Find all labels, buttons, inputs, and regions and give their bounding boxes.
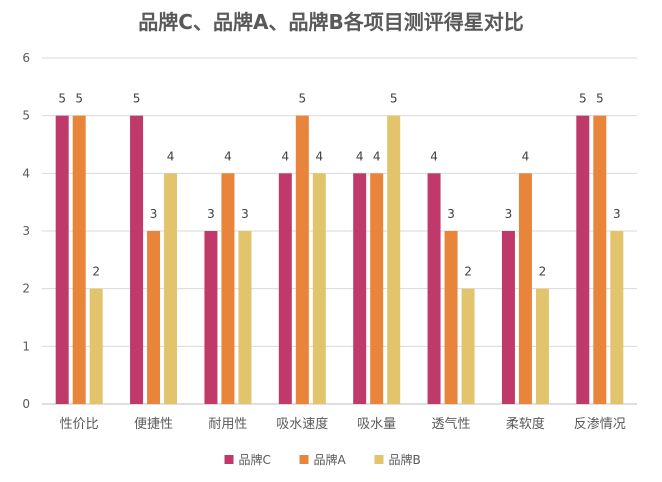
legend-item: 品牌B xyxy=(374,453,421,467)
data-label: 4 xyxy=(522,149,530,163)
legend-swatch xyxy=(299,455,309,464)
y-axis: 0 1 2 3 4 5 6 xyxy=(22,51,30,411)
category-label: 吸水量 xyxy=(357,417,396,432)
bar xyxy=(444,231,458,404)
legend-item: 品牌C xyxy=(224,453,271,467)
chart-title: 品牌C、品牌A、品牌B各项目测评得星对比 xyxy=(138,10,523,34)
data-label: 2 xyxy=(539,265,547,279)
bar xyxy=(72,115,86,405)
x-axis: 性价比 便捷性 耐用性 吸水速度 吸水量 透气性 柔软度 反渗情况 xyxy=(60,416,626,432)
bars xyxy=(55,115,624,405)
category-label: 柔软度 xyxy=(506,416,545,432)
legend-swatch xyxy=(374,455,384,464)
data-label: 5 xyxy=(596,92,604,106)
bar xyxy=(576,115,590,405)
bar xyxy=(461,288,475,404)
data-label: 5 xyxy=(579,92,587,106)
legend-label: 品牌B xyxy=(389,453,421,467)
data-label: 4 xyxy=(356,149,364,163)
y-tick-label: 6 xyxy=(22,51,30,65)
data-label: 3 xyxy=(207,207,215,221)
category-label: 耐用性 xyxy=(208,417,247,432)
bar xyxy=(89,288,103,404)
data-label: 3 xyxy=(613,207,621,221)
category-label: 吸水速度 xyxy=(276,416,328,432)
data-label: 4 xyxy=(224,149,232,163)
y-tick-label: 0 xyxy=(22,397,30,411)
data-label: 3 xyxy=(447,207,455,221)
bar xyxy=(312,173,326,404)
bar xyxy=(55,115,69,405)
data-label: 5 xyxy=(58,92,66,106)
bar xyxy=(238,231,252,404)
data-label: 4 xyxy=(315,149,323,163)
y-tick-label: 3 xyxy=(22,224,30,238)
bar xyxy=(278,173,292,404)
legend-label: 品牌A xyxy=(314,453,347,467)
y-tick-label: 5 xyxy=(22,109,30,123)
bar xyxy=(164,173,178,404)
category-label: 性价比 xyxy=(60,417,99,432)
bar xyxy=(221,173,235,404)
legend-label: 品牌C xyxy=(239,453,271,467)
data-label: 5 xyxy=(298,92,306,106)
category-label: 反渗情况 xyxy=(574,417,626,432)
data-label: 5 xyxy=(390,92,398,106)
bar xyxy=(204,231,218,404)
bar xyxy=(610,231,624,404)
data-label: 5 xyxy=(75,92,83,106)
category-label: 透气性 xyxy=(432,416,471,432)
data-label: 4 xyxy=(373,149,381,163)
bar xyxy=(535,288,549,404)
data-label: 2 xyxy=(464,265,472,279)
bar xyxy=(295,115,309,405)
bar xyxy=(501,231,515,404)
bar xyxy=(130,115,144,405)
data-label: 3 xyxy=(505,207,513,221)
bar xyxy=(370,173,384,404)
data-label: 5 xyxy=(133,92,141,106)
bar xyxy=(518,173,532,404)
bar xyxy=(353,173,367,404)
bar xyxy=(387,115,401,405)
data-label: 3 xyxy=(150,207,158,221)
bar xyxy=(593,115,607,405)
data-label: 4 xyxy=(430,149,438,163)
y-tick-label: 2 xyxy=(22,282,30,296)
legend-swatch xyxy=(224,455,234,464)
y-tick-label: 1 xyxy=(22,339,30,353)
data-label: 4 xyxy=(281,149,289,163)
bar xyxy=(147,231,161,404)
legend-item: 品牌A xyxy=(299,453,347,467)
bar xyxy=(427,173,441,404)
data-label: 2 xyxy=(92,265,100,279)
y-tick-label: 4 xyxy=(22,166,30,180)
data-label: 3 xyxy=(241,207,249,221)
data-label: 4 xyxy=(167,149,175,163)
category-label: 便捷性 xyxy=(134,417,173,432)
legend: 品牌C 品牌A 品牌B xyxy=(224,453,421,467)
